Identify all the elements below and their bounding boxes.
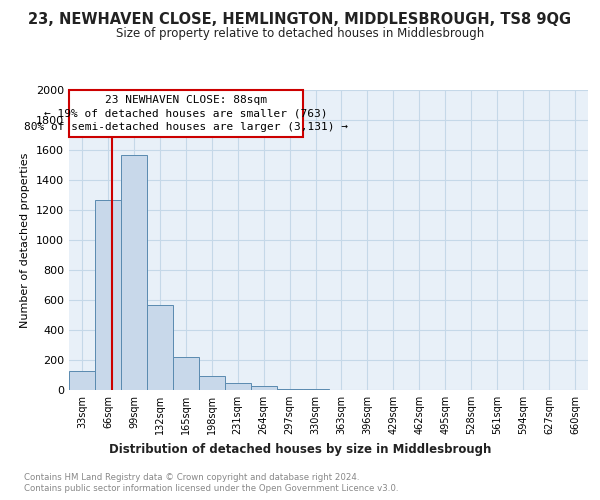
Bar (277, 388, 302, 390)
Bar (302, 389, 329, 390)
Bar (199, 376, 224, 390)
Text: 23, NEWHAVEN CLOSE, HEMLINGTON, MIDDLESBROUGH, TS8 9QG: 23, NEWHAVEN CLOSE, HEMLINGTON, MIDDLESB… (28, 12, 572, 28)
Bar (121, 154, 147, 390)
Text: Contains public sector information licensed under the Open Government Licence v3: Contains public sector information licen… (24, 484, 398, 493)
Bar (69, 90, 302, 136)
Bar (147, 304, 173, 390)
Text: Contains HM Land Registry data © Crown copyright and database right 2024.: Contains HM Land Registry data © Crown c… (24, 472, 359, 482)
Y-axis label: Number of detached properties: Number of detached properties (20, 152, 31, 328)
Text: ← 19% of detached houses are smaller (763): ← 19% of detached houses are smaller (76… (44, 108, 328, 118)
Bar (224, 382, 251, 390)
Bar (69, 370, 95, 390)
Bar (173, 357, 199, 390)
Bar (251, 386, 277, 390)
Text: Size of property relative to detached houses in Middlesbrough: Size of property relative to detached ho… (116, 28, 484, 40)
Text: 23 NEWHAVEN CLOSE: 88sqm: 23 NEWHAVEN CLOSE: 88sqm (105, 95, 267, 105)
Bar (95, 200, 121, 390)
Text: 80% of semi-detached houses are larger (3,131) →: 80% of semi-detached houses are larger (… (24, 122, 348, 132)
Text: Distribution of detached houses by size in Middlesbrough: Distribution of detached houses by size … (109, 442, 491, 456)
